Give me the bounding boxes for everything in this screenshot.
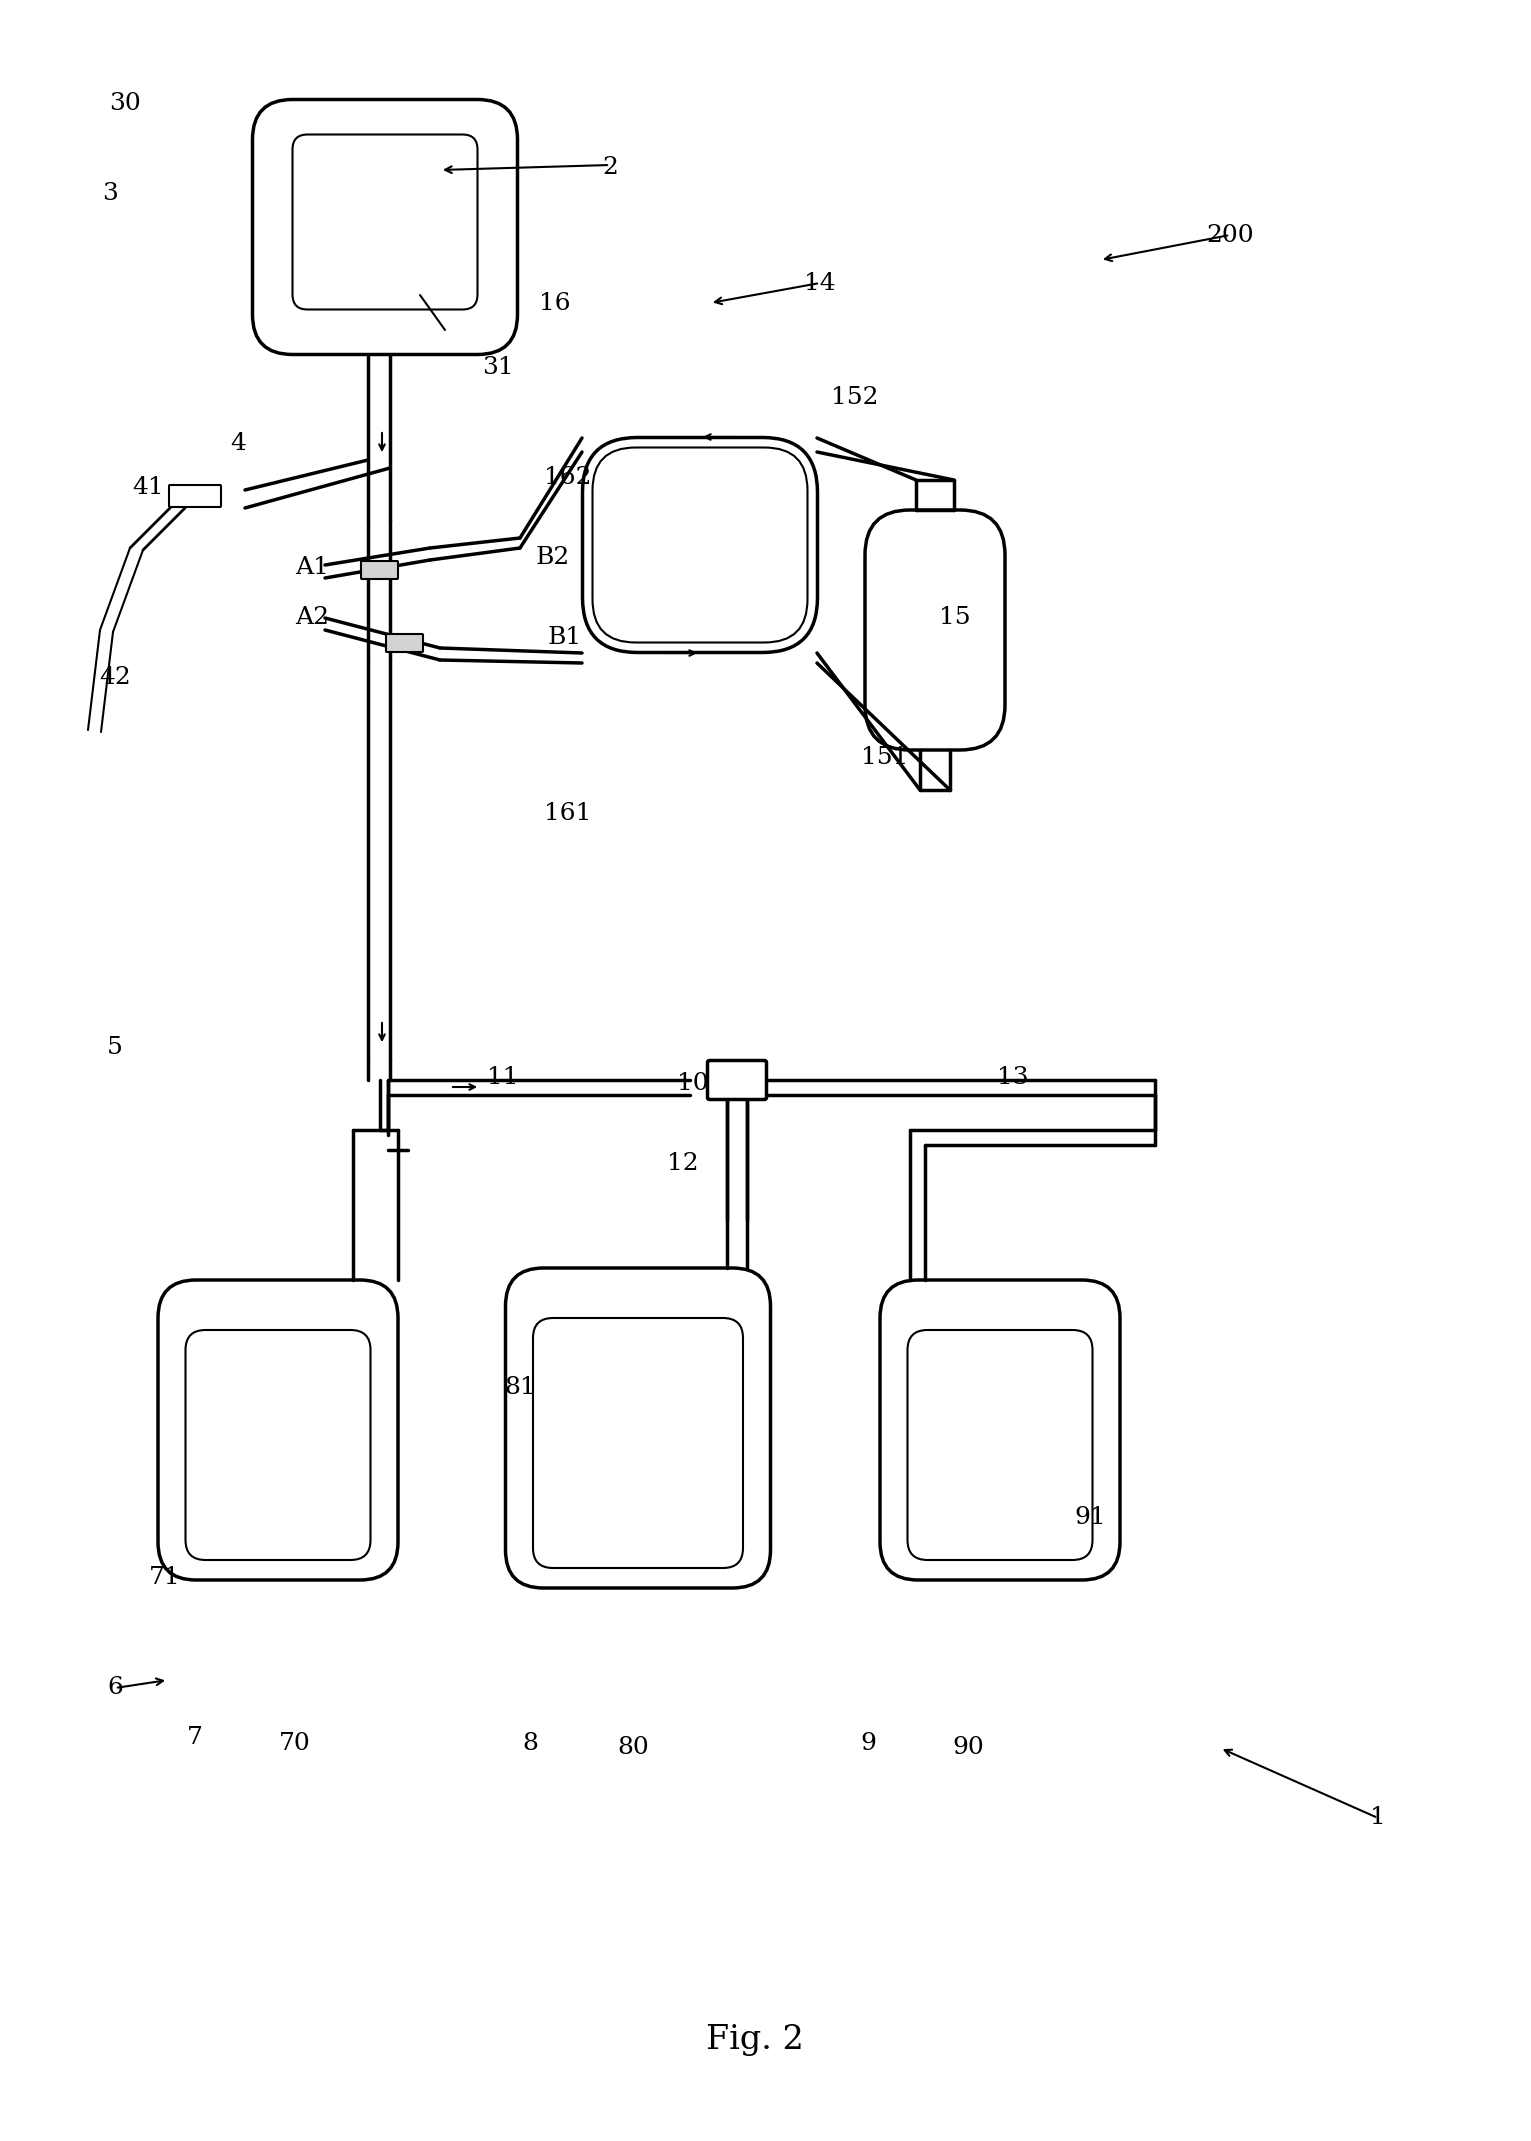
Text: B2: B2 xyxy=(536,546,570,570)
FancyBboxPatch shape xyxy=(185,1330,371,1561)
FancyBboxPatch shape xyxy=(361,561,398,578)
Text: 9: 9 xyxy=(860,1732,876,1753)
Text: 90: 90 xyxy=(952,1736,984,1760)
Text: 6: 6 xyxy=(107,1676,122,1700)
Text: 5: 5 xyxy=(107,1036,122,1060)
Text: 161: 161 xyxy=(545,801,591,824)
Text: 30: 30 xyxy=(109,92,141,113)
Text: 80: 80 xyxy=(617,1736,649,1760)
Text: B1: B1 xyxy=(548,627,582,649)
Text: 42: 42 xyxy=(100,666,130,689)
FancyBboxPatch shape xyxy=(707,1060,767,1100)
FancyBboxPatch shape xyxy=(533,1319,743,1567)
FancyBboxPatch shape xyxy=(880,1280,1121,1580)
Text: 10: 10 xyxy=(677,1070,709,1094)
Text: A2: A2 xyxy=(295,606,329,629)
Text: 15: 15 xyxy=(939,606,971,629)
Text: A1: A1 xyxy=(295,557,329,580)
FancyBboxPatch shape xyxy=(908,1330,1093,1561)
FancyBboxPatch shape xyxy=(168,486,220,507)
Text: 31: 31 xyxy=(482,358,514,379)
Text: 2: 2 xyxy=(602,156,619,180)
Text: 8: 8 xyxy=(522,1732,537,1753)
Text: 91: 91 xyxy=(1075,1507,1105,1529)
Text: 16: 16 xyxy=(539,291,571,315)
Text: 4: 4 xyxy=(230,432,246,454)
Text: 41: 41 xyxy=(132,477,164,499)
FancyBboxPatch shape xyxy=(253,98,517,355)
Text: 71: 71 xyxy=(149,1567,181,1589)
Text: 162: 162 xyxy=(544,467,592,490)
FancyBboxPatch shape xyxy=(292,135,478,310)
FancyBboxPatch shape xyxy=(865,510,1004,749)
Text: 151: 151 xyxy=(862,747,909,769)
Text: Fig. 2: Fig. 2 xyxy=(706,2023,804,2055)
Text: 13: 13 xyxy=(997,1066,1029,1090)
Text: 3: 3 xyxy=(103,182,118,206)
Text: 14: 14 xyxy=(804,272,836,295)
Text: 11: 11 xyxy=(487,1066,519,1090)
Text: 7: 7 xyxy=(187,1726,204,1749)
FancyBboxPatch shape xyxy=(386,634,423,653)
FancyBboxPatch shape xyxy=(158,1280,398,1580)
Text: 152: 152 xyxy=(831,388,879,409)
Text: 200: 200 xyxy=(1206,223,1254,246)
Text: 1: 1 xyxy=(1370,1807,1386,1831)
Text: 70: 70 xyxy=(279,1732,311,1753)
FancyBboxPatch shape xyxy=(505,1267,770,1589)
Text: 12: 12 xyxy=(668,1152,698,1175)
Text: 81: 81 xyxy=(504,1377,536,1400)
